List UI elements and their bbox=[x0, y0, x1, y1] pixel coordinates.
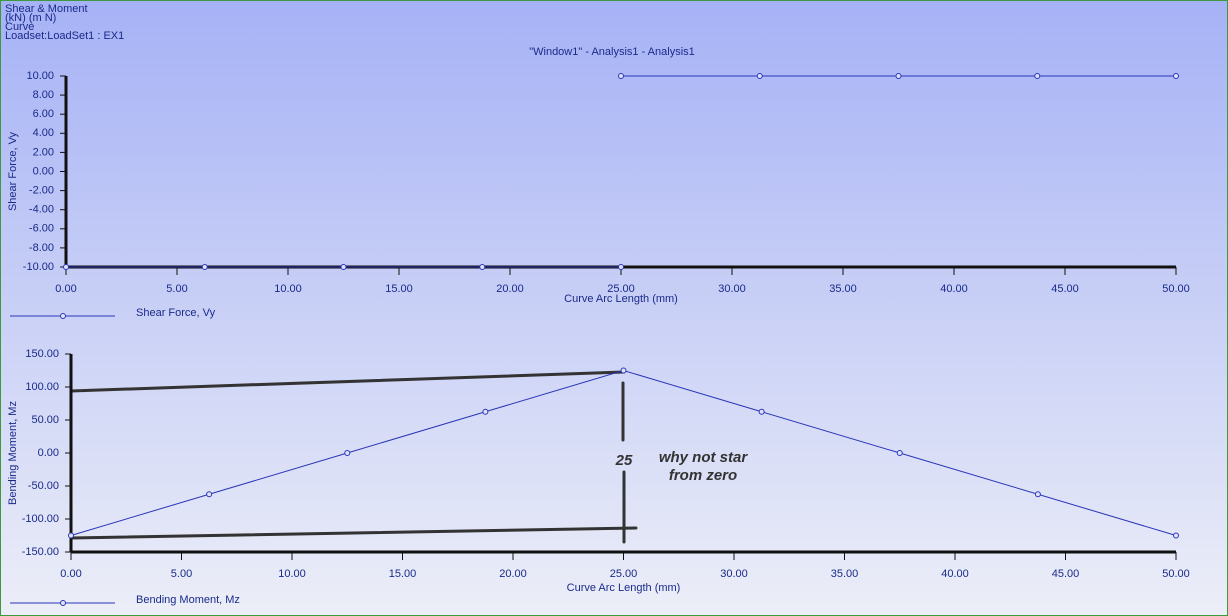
annotation-drawing bbox=[69, 370, 638, 544]
x-tick-label: 15.00 bbox=[389, 568, 417, 580]
x-tick-label: 15.00 bbox=[385, 283, 413, 295]
y-tick-label: -2.00 bbox=[29, 185, 54, 197]
x-tick-label: 10.00 bbox=[278, 568, 306, 580]
y-tick-label: 150.00 bbox=[25, 348, 59, 360]
data-point bbox=[340, 264, 347, 270]
x-tick-label: 0.00 bbox=[60, 568, 81, 580]
y-tick-label: 0.00 bbox=[33, 165, 54, 177]
annotation-text: why not star bbox=[659, 449, 749, 466]
y-tick-label: 2.00 bbox=[33, 146, 54, 158]
data-point bbox=[482, 408, 489, 415]
chart-title: "Window1" - Analysis1 - Analysis1 bbox=[529, 46, 695, 58]
x-tick-label: 40.00 bbox=[940, 283, 968, 295]
x-tick-label: 20.00 bbox=[496, 283, 524, 295]
x-tick-label: 40.00 bbox=[941, 568, 969, 580]
y-tick-label: -50.00 bbox=[28, 480, 59, 492]
y-tick-label: -100.00 bbox=[22, 513, 59, 525]
x-axis-title: Curve Arc Length (mm) bbox=[567, 582, 681, 594]
data-point bbox=[1173, 73, 1179, 79]
data-point bbox=[620, 367, 627, 374]
legend-marker bbox=[60, 600, 66, 606]
annotation-text: from zero bbox=[669, 467, 737, 484]
x-tick-label: 35.00 bbox=[831, 568, 859, 580]
y-tick-label: 50.00 bbox=[31, 414, 59, 426]
annotation-line bbox=[69, 370, 626, 393]
legend-label: Shear Force, Vy bbox=[136, 307, 216, 319]
x-axis-title: Curve Arc Length (mm) bbox=[564, 293, 678, 305]
x-tick-label: 45.00 bbox=[1052, 568, 1080, 580]
header-line: Shear & Moment bbox=[5, 3, 88, 15]
x-tick-label: 30.00 bbox=[720, 568, 748, 580]
data-point bbox=[201, 264, 208, 270]
y-tick-label: 4.00 bbox=[33, 127, 54, 139]
data-point bbox=[618, 264, 624, 270]
data-point bbox=[756, 73, 763, 79]
y-tick-label: 10.00 bbox=[26, 70, 54, 82]
data-point bbox=[206, 491, 213, 498]
data-point bbox=[618, 73, 624, 79]
data-point bbox=[68, 532, 74, 539]
x-tick-label: 30.00 bbox=[718, 283, 746, 295]
x-tick-label: 0.00 bbox=[55, 283, 76, 295]
header-line: (kN) (m N) bbox=[5, 12, 56, 24]
x-tick-label: 5.00 bbox=[166, 283, 187, 295]
y-axis-title: Shear Force, Vy bbox=[7, 131, 19, 211]
y-tick-label: 6.00 bbox=[33, 108, 54, 120]
data-point bbox=[479, 264, 486, 270]
x-tick-label: 50.00 bbox=[1162, 568, 1190, 580]
y-tick-label: 100.00 bbox=[25, 381, 59, 393]
data-point bbox=[896, 450, 903, 456]
x-tick-label: 35.00 bbox=[829, 283, 857, 295]
x-tick-label: 10.00 bbox=[274, 283, 302, 295]
data-point bbox=[63, 264, 69, 270]
y-tick-label: -10.00 bbox=[23, 261, 54, 273]
y-tick-label: -4.00 bbox=[29, 204, 54, 216]
data-point bbox=[1034, 73, 1041, 79]
data-point bbox=[895, 73, 902, 79]
x-tick-label: 20.00 bbox=[499, 568, 527, 580]
header-line: Curve bbox=[5, 21, 34, 33]
x-tick-label: 50.00 bbox=[1162, 283, 1190, 295]
y-axis-title: Bending Moment, Mz bbox=[7, 401, 19, 505]
data-point bbox=[758, 408, 765, 415]
x-tick-label: 25.00 bbox=[607, 283, 635, 295]
x-tick-label: 5.00 bbox=[171, 568, 192, 580]
x-tick-label: 25.00 bbox=[610, 568, 638, 580]
y-tick-label: -150.00 bbox=[22, 546, 59, 558]
y-tick-label: -6.00 bbox=[29, 223, 54, 235]
data-point bbox=[344, 450, 351, 456]
y-tick-label: 0.00 bbox=[38, 447, 59, 459]
data-point bbox=[1034, 491, 1041, 498]
legend-label: Bending Moment, Mz bbox=[136, 594, 240, 606]
annotation-line bbox=[69, 526, 638, 540]
y-tick-label: -8.00 bbox=[29, 242, 54, 254]
x-tick-label: 45.00 bbox=[1051, 283, 1079, 295]
annotation-text: 25 bbox=[615, 452, 633, 469]
y-tick-label: 8.00 bbox=[33, 89, 54, 101]
header-line: Loadset:LoadSet1 : EX1 bbox=[5, 30, 124, 42]
data-point bbox=[1173, 532, 1179, 539]
legend-marker bbox=[60, 313, 66, 319]
